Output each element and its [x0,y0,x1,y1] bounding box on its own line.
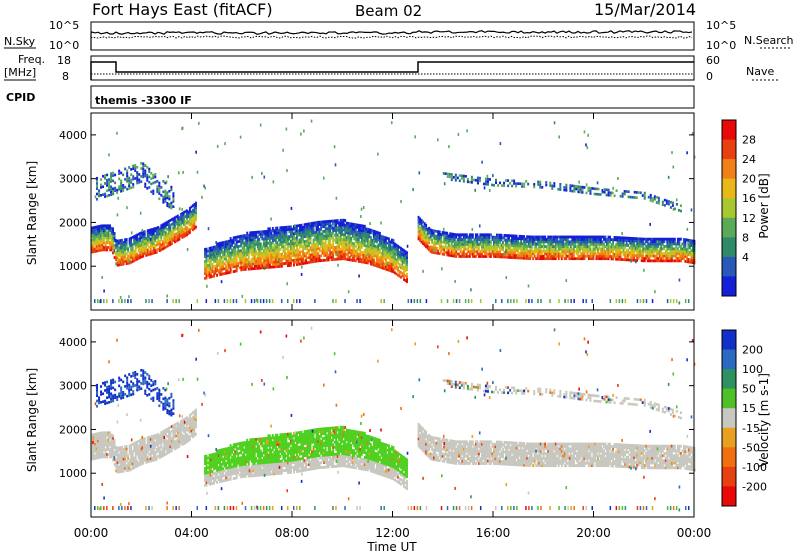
colorbar-segment [722,198,736,219]
colorbar-segment [722,217,736,238]
velocity-y-axis: 1000 2000 3000 4000 [59,336,694,480]
power-colorbar-label: Power [dB] [757,173,771,238]
x-tick-label: 12:00 [375,526,410,540]
nave-tick-top: 60 [706,54,720,67]
colorbar-segment [722,408,736,429]
colorbar-tick-label: 200 [742,344,763,357]
velocity-colorbar: 200 100 50 15 -15 -50 -100 -200 [721,329,767,507]
noise-right-tick-bottom: 10^0 [706,39,736,52]
colorbar-tick-label: 50 [742,383,756,396]
noise-search-line [90,35,693,39]
colorbar-tick-label: 24 [742,153,756,166]
nave-tick-bottom: 0 [706,70,713,83]
cpid-label: CPID [6,91,35,104]
colorbar-tick-label: 12 [742,212,756,225]
noise-sky-line [90,30,693,50]
power-y-label: Slant Range [km] [25,161,39,265]
velocity-data [91,326,696,512]
freq-tick-bottom: 8 [62,70,69,83]
colorbar-tick-label: 16 [742,192,756,205]
power-y-axis: 1000 2000 3000 4000 [59,129,694,273]
colorbar-tick-label: -50 [742,441,760,454]
time-x-axis: 00:00 04:00 08:00 12:00 16:00 20:00 00:00 [74,113,712,540]
colorbar-segment [722,159,736,180]
noise-left-tick-bottom: 10^0 [49,39,79,52]
colorbar-tick-label: 4 [742,251,749,264]
y-tick-label: 2000 [59,216,87,229]
freq-panel: Freq. [MHz] 18 8 60 0 Nave [4,53,778,83]
x-tick-label: 20:00 [576,526,611,540]
cpid-panel: CPID themis -3300 IF [6,85,695,109]
colorbar-segment [722,466,736,487]
power-colorbar: 28 24 20 16 12 8 4 [721,119,756,297]
nave-label: Nave [746,65,774,78]
x-tick-label: 08:00 [275,526,310,540]
freq-tick-top: 18 [57,54,71,67]
colorbar-segment [722,178,736,199]
colorbar-segment [722,486,736,507]
power-panel: 1000 2000 3000 4000 Slant Range [km] 28 24 20… [25,112,771,311]
colorbar-tick-label: 20 [742,173,756,186]
colorbar-tick-label: -15 [742,422,760,435]
velocity-panel: 1000 2000 3000 4000 Slant Range [km] 200 100… [25,113,771,554]
velocity-y-label: Slant Range [km] [25,368,39,472]
freq-line [90,61,694,80]
noise-panel: N.Sky 10^5 10^0 10^5 10^0 N.Search [4,19,794,52]
colorbar-tick-label: -200 [742,480,767,493]
noise-right-label: N.Search [744,34,794,47]
colorbar-tick-label: 15 [742,402,756,415]
colorbar-segment [722,330,736,351]
velocity-colorbar-label: Velocity [m s-1] [757,373,771,467]
colorbar-segment [722,349,736,370]
freq-unit-label: [MHz] [4,66,36,79]
noise-left-tick-top: 10^5 [49,19,79,32]
x-tick-label: 00:00 [74,526,109,540]
colorbar-segment [722,120,736,141]
noise-left-label: N.Sky [4,35,36,48]
noise-right-tick-top: 10^5 [706,19,736,32]
y-tick-label: 3000 [59,173,87,186]
colorbar-segment [722,447,736,468]
y-tick-label: 1000 [59,260,87,273]
colorbar-tick-label: 100 [742,363,763,376]
colorbar-segment [722,237,736,258]
cpid-value: themis -3300 IF [95,94,192,107]
y-tick-label: 1000 [59,467,87,480]
y-tick-label: 3000 [59,380,87,393]
colorbar-tick-label: 28 [742,134,756,147]
x-tick-label: 16:00 [476,526,511,540]
freq-label: Freq. [18,53,45,66]
colorbar-segment [722,139,736,160]
colorbar-segment [722,427,736,448]
colorbar-segment [722,369,736,390]
station-title: Fort Hays East (fitACF) [92,0,273,19]
date-title: 15/Mar/2014 [594,0,696,19]
power-data [91,119,696,305]
colorbar-tick-label: -100 [742,461,767,474]
y-tick-label: 4000 [59,129,87,142]
x-tick-label: 04:00 [174,526,209,540]
colorbar-segment [722,388,736,409]
x-tick-label: 00:00 [677,526,712,540]
y-tick-label: 2000 [59,423,87,436]
colorbar-tick-label: 8 [742,231,749,244]
beam-title: Beam 02 [355,2,422,20]
y-tick-label: 4000 [59,336,87,349]
colorbar-segment [722,276,736,297]
x-axis-label: Time UT [366,540,417,554]
colorbar-segment [722,256,736,277]
